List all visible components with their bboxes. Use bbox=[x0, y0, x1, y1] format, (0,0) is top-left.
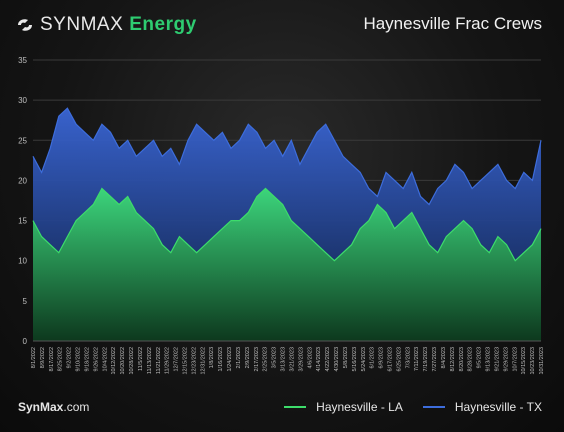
x-tick-label: 10/15/2023 bbox=[521, 347, 527, 375]
synmax-logo: SYNMAX Energy bbox=[16, 14, 197, 36]
x-tick-label: 9/29/2023 bbox=[503, 347, 509, 371]
x-tick-label: 11/5/2022 bbox=[138, 347, 144, 371]
x-tick-label: 7/3/2023 bbox=[405, 347, 411, 368]
x-tick-label: 3/13/2023 bbox=[281, 347, 287, 371]
x-tick-label: 9/10/2022 bbox=[76, 347, 82, 371]
x-tick-label: 12/15/2022 bbox=[183, 347, 189, 375]
x-tick-label: 9/2/2022 bbox=[67, 347, 73, 368]
x-tick-label: 12/7/2022 bbox=[174, 347, 180, 371]
x-tick-label: 2/1/2023 bbox=[236, 347, 242, 368]
x-tick-label: 4/30/2023 bbox=[334, 347, 340, 371]
x-tick-label: 7/11/2023 bbox=[414, 347, 420, 371]
x-tick-label: 1/8/2023 bbox=[209, 347, 215, 368]
logo-brand: Energy bbox=[129, 14, 197, 35]
x-tick-label: 8/28/2023 bbox=[468, 347, 474, 371]
x-tick-label: 4/6/2023 bbox=[307, 347, 313, 368]
x-tick-label: 9/18/2022 bbox=[85, 347, 91, 371]
legend-item-la: Haynesville - LA bbox=[284, 400, 403, 414]
x-tick-label: 9/13/2023 bbox=[486, 347, 492, 371]
legend-swatch-la bbox=[284, 406, 307, 408]
x-tick-label: 2/17/2023 bbox=[254, 347, 260, 371]
x-tick-label: 2/25/2023 bbox=[263, 347, 269, 371]
x-tick-label: 8/9/2022 bbox=[40, 347, 46, 368]
x-tick-label: 8/1/2022 bbox=[31, 347, 37, 368]
legend-label-tx: Haynesville - TX bbox=[454, 400, 542, 414]
line-tx bbox=[32, 107, 542, 206]
footer-site-link[interactable]: SynMax.com bbox=[18, 400, 89, 414]
x-tick-label: 10/23/2023 bbox=[530, 347, 536, 375]
x-tick-label: 4/22/2023 bbox=[325, 347, 331, 371]
x-tick-label: 10/7/2023 bbox=[512, 347, 518, 371]
x-tick-label: 10/4/2022 bbox=[102, 347, 108, 371]
x-tick-label: 3/29/2023 bbox=[298, 347, 304, 371]
x-tick-label: 6/17/2023 bbox=[388, 347, 394, 371]
x-tick-label: 5/16/2023 bbox=[352, 347, 358, 371]
footer-site-bold: SynMax bbox=[18, 400, 64, 414]
x-tick-label: 9/21/2023 bbox=[494, 347, 500, 371]
y-tick-label: 10 bbox=[18, 257, 27, 266]
y-tick-label: 30 bbox=[18, 96, 27, 105]
x-tick-label: 9/26/2022 bbox=[93, 347, 99, 371]
x-tick-label: 8/20/2023 bbox=[459, 347, 465, 371]
x-tick-label: 11/29/2022 bbox=[165, 347, 171, 374]
x-tick-label: 3/21/2023 bbox=[290, 347, 296, 371]
x-tick-label: 8/17/2022 bbox=[49, 347, 55, 371]
x-tick-label: 10/31/2023 bbox=[539, 347, 545, 375]
x-tick-label: 1/16/2023 bbox=[218, 347, 224, 371]
x-tick-label: 2/9/2023 bbox=[245, 347, 251, 368]
x-tick-label: 10/28/2022 bbox=[129, 347, 135, 375]
x-tick-label: 6/25/2023 bbox=[396, 347, 402, 371]
x-tick-label: 1/24/2023 bbox=[227, 347, 233, 371]
logo-wordmark: SYNMAX Energy bbox=[40, 14, 197, 36]
chart-legend: Haynesville - LA Haynesville - TX bbox=[284, 400, 542, 414]
legend-swatch-tx bbox=[422, 406, 445, 408]
x-tick-label: 6/1/2023 bbox=[370, 347, 376, 368]
x-tick-label: 5/8/2023 bbox=[343, 347, 349, 368]
x-tick-label: 8/4/2023 bbox=[441, 347, 447, 368]
x-tick-label: 4/14/2023 bbox=[316, 347, 322, 371]
line-la bbox=[32, 187, 542, 262]
x-tick-label: 10/20/2022 bbox=[120, 347, 126, 375]
x-tick-label: 3/5/2023 bbox=[272, 347, 278, 368]
x-tick-label: 12/23/2022 bbox=[191, 347, 197, 375]
synmax-icon bbox=[18, 19, 32, 31]
x-tick-label: 5/24/2023 bbox=[361, 347, 367, 371]
y-tick-label: 35 bbox=[18, 56, 27, 65]
y-tick-label: 0 bbox=[23, 337, 28, 346]
x-tick-label: 6/9/2023 bbox=[379, 347, 385, 368]
x-tick-label: 11/21/2022 bbox=[156, 347, 162, 374]
legend-item-tx: Haynesville - TX bbox=[422, 400, 542, 414]
area-la bbox=[33, 188, 541, 341]
x-tick-label: 8/25/2022 bbox=[58, 347, 64, 371]
x-tick-label: 11/13/2022 bbox=[147, 347, 153, 374]
x-tick-label: 9/5/2023 bbox=[477, 347, 483, 368]
y-tick-label: 25 bbox=[18, 136, 27, 145]
logo-text: SYNMAX bbox=[40, 14, 124, 35]
y-tick-label: 5 bbox=[23, 297, 28, 306]
x-tick-label: 12/31/2022 bbox=[200, 347, 206, 375]
x-tick-label: 10/12/2022 bbox=[111, 347, 117, 375]
legend-label-la: Haynesville - LA bbox=[316, 400, 403, 414]
y-tick-label: 20 bbox=[18, 176, 27, 185]
y-tick-label: 15 bbox=[18, 217, 27, 226]
x-tick-label: 8/12/2023 bbox=[450, 347, 456, 371]
x-tick-label: 7/27/2023 bbox=[432, 347, 438, 371]
chart-title: Haynesville Frac Crews bbox=[363, 14, 542, 33]
footer-site-rest: .com bbox=[63, 400, 90, 414]
x-tick-label: 7/19/2023 bbox=[423, 347, 429, 371]
